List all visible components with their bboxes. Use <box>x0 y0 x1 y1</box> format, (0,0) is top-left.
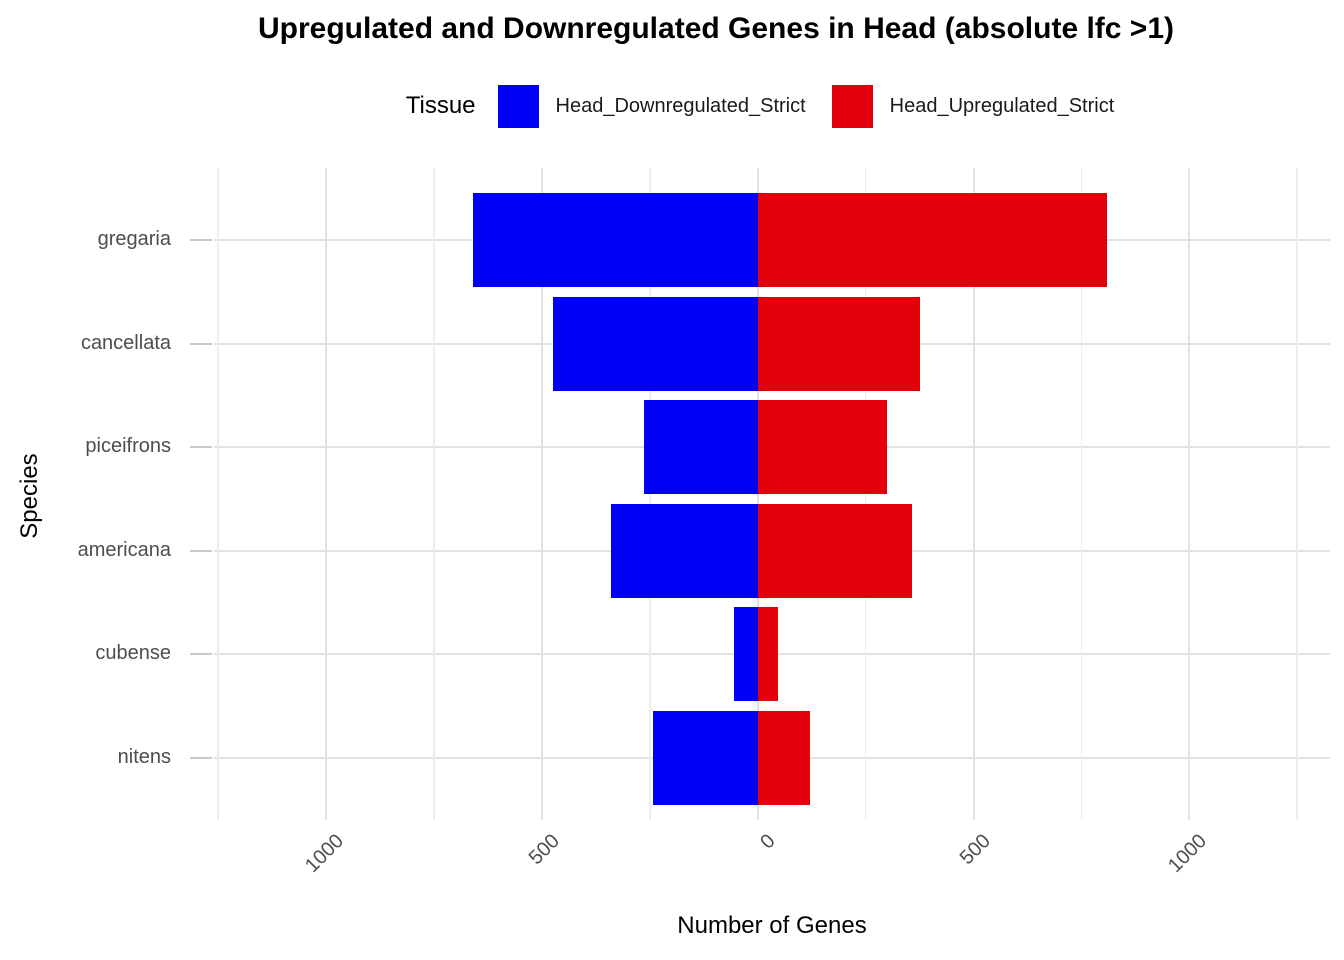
plot-panel <box>214 168 1330 820</box>
bar-head_upregulated_strict-cubense <box>757 607 779 701</box>
legend-swatch-upregulated <box>831 84 873 128</box>
chart-title: Upregulated and Downregulated Genes in H… <box>258 12 1174 45</box>
y-tick-label-nitens: nitens <box>117 745 171 768</box>
y-tick-label-cubense: cubense <box>95 642 171 664</box>
bar-head_upregulated_strict-gregaria <box>757 193 1108 287</box>
vgridline-major <box>756 168 759 820</box>
legend-label-upregulated: Head_Upregulated_Strict <box>889 94 1115 117</box>
y-tick-label-piceifrons: piceifrons <box>85 435 171 457</box>
y-tick-mark-nitens <box>190 756 212 759</box>
bar-head_downregulated_strict-cancellata <box>553 296 758 391</box>
bar-head_downregulated_strict-piceifrons <box>644 400 758 494</box>
bar-head_upregulated_strict-piceifrons <box>757 400 888 494</box>
x-tick-label-1000-right: 1000 <box>1163 830 1211 878</box>
x-tick-label-0: 0 <box>755 830 780 854</box>
vgridline-minor <box>649 168 651 820</box>
y-tick-mark-piceifrons <box>190 446 212 448</box>
legend-swatch-downregulated <box>497 84 539 128</box>
bar-head_upregulated_strict-nitens <box>757 710 810 805</box>
bar-head_downregulated_strict-americana <box>610 503 758 598</box>
bar-head_upregulated_strict-americana <box>757 503 912 598</box>
vgridline-minor <box>1296 168 1298 820</box>
legend-item-upregulated: Head_Upregulated_Strict <box>831 84 1115 128</box>
y-axis-title: Species <box>16 453 43 539</box>
legend-label-downregulated: Head_Downregulated_Strict <box>555 94 806 117</box>
bar-head_downregulated_strict-nitens <box>653 710 758 805</box>
legend: Tissue Head_Downregulated_Strict Head_Up… <box>190 82 1330 130</box>
x-tick-label-500-left: 500 <box>524 830 564 870</box>
vgridline-minor <box>864 168 867 820</box>
x-tick-label-1000-left: 1000 <box>300 830 348 878</box>
y-tick-mark-americana <box>190 549 212 552</box>
vgridline-minor <box>433 168 435 820</box>
y-tick-label-cancellata: cancellata <box>80 331 171 354</box>
y-tick-mark-gregaria <box>190 239 212 241</box>
y-tick-label-americana: americana <box>77 538 171 561</box>
y-tick-mark-cubense <box>190 653 212 655</box>
bar-head_downregulated_strict-gregaria <box>472 193 758 287</box>
x-tick-label-500-right: 500 <box>955 830 996 870</box>
vgridline-minor <box>217 168 219 820</box>
bar-head_downregulated_strict-cubense <box>734 607 758 701</box>
legend-item-downregulated: Head_Downregulated_Strict <box>497 84 806 128</box>
vgridline-major <box>1188 168 1191 820</box>
legend-title: Tissue <box>405 92 476 119</box>
vgridline-major <box>325 168 328 820</box>
y-tick-label-gregaria: gregaria <box>97 228 171 250</box>
x-axis-title: Number of Genes <box>677 912 867 939</box>
y-tick-mark-cancellata <box>190 342 212 345</box>
vgridline-minor <box>1080 168 1083 820</box>
vgridline-major <box>972 168 975 820</box>
bar-head_upregulated_strict-cancellata <box>757 296 920 391</box>
vgridline-major <box>540 168 543 820</box>
